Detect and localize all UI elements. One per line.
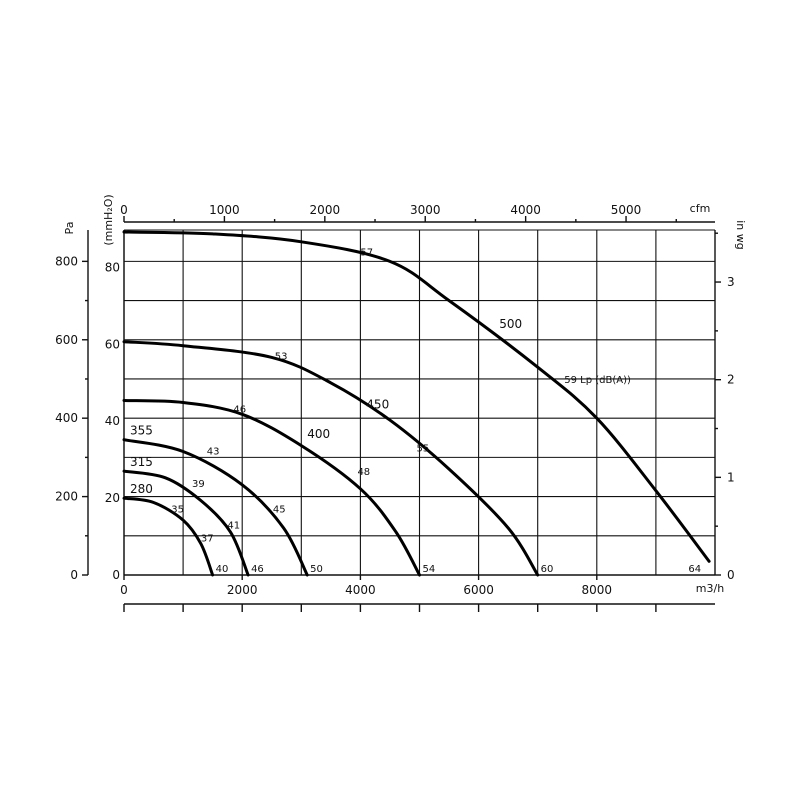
series-450-label: 450 [366, 397, 389, 411]
y-axis-mmh2o-tick-label: 60 [105, 337, 120, 351]
x-axis-m3h-label: m3/h [696, 582, 724, 595]
y-axis-inwg-label: in wg [734, 220, 747, 250]
x-top-axis-tick-label: 1000 [209, 203, 240, 217]
x-top-axis-tick-label: 5000 [611, 203, 642, 217]
y-axis-inwg-tick-label: 0 [727, 568, 735, 582]
y-axis-inwg-tick-label: 3 [727, 275, 735, 289]
x-top-axis-tick-label: 3000 [410, 203, 441, 217]
noise-label: 40 [216, 564, 229, 575]
noise-label: 54 [422, 564, 435, 575]
series-355-curve [122, 438, 309, 577]
noise-label: 50 [310, 564, 323, 575]
noise-label: 59 Lp (dB(A)) [564, 375, 631, 386]
series-315-label: 315 [130, 455, 153, 469]
noise-label: 39 [192, 479, 205, 490]
y-axis-mmh2o-tick-label: 80 [105, 260, 120, 274]
series-curves [122, 230, 711, 577]
noise-label: 46 [233, 404, 246, 415]
y-axis-pa-tick-label: 400 [55, 411, 78, 425]
series-500-label: 500 [499, 317, 522, 331]
curve-labels: 280 35 37 40 315 39 41 46 355 43 45 50 400 46 48 54 450 5… [130, 247, 701, 574]
noise-label: 35 [171, 504, 184, 515]
y-axis-inwg-tick-label: 2 [727, 373, 735, 387]
x-axis-tick-label: 8000 [582, 583, 613, 597]
x-top-axis-tick-label: 2000 [310, 203, 341, 217]
noise-label: 48 [357, 467, 370, 478]
x-top-axis-cfm-label: cfm [690, 202, 711, 215]
x-top-axis-tick-label: 0 [120, 203, 128, 217]
y-axis-pa-tick-label: 200 [55, 490, 78, 504]
series-315-curve [122, 469, 250, 577]
series-400-curve [122, 399, 421, 577]
y-axis-pa-label: Pa [63, 222, 76, 235]
noise-label: 43 [207, 447, 220, 458]
noise-label: 57 [360, 247, 373, 258]
series-400-label: 400 [307, 427, 330, 441]
grid [123, 229, 715, 576]
series-500-curve [122, 230, 711, 563]
noise-label: 60 [541, 564, 554, 575]
x-axis-tick-label: 4000 [345, 583, 376, 597]
noise-label: 46 [251, 564, 264, 575]
series-280-label: 280 [130, 482, 153, 496]
x-axis-tick-label: 2000 [227, 583, 258, 597]
y-axis-mmh2o-label: (mmH₂O) [102, 194, 115, 245]
y-axis-inwg-tick-label: 1 [727, 470, 735, 484]
x-axis-tick-label: 0 [120, 583, 128, 597]
y-axis-mmh2o-tick-label: 20 [105, 491, 120, 505]
noise-label: 41 [227, 521, 240, 532]
y-axis-mmh2o-tick-label: 40 [105, 414, 120, 428]
noise-label: 37 [201, 534, 214, 545]
noise-label: 64 [688, 564, 701, 575]
noise-label: 55 [417, 444, 430, 455]
y-axis-pa-tick-label: 0 [70, 568, 78, 582]
y-axis-pa-tick-label: 800 [55, 254, 78, 268]
noise-label: 53 [275, 351, 288, 362]
y-axis-mmh2o-tick-label: 0 [112, 568, 120, 582]
x-axis-tick-label: 6000 [463, 583, 494, 597]
noise-label: 45 [273, 504, 286, 515]
y-axis-pa-tick-label: 600 [55, 333, 78, 347]
series-450-curve [122, 340, 540, 577]
series-355-label: 355 [130, 424, 153, 438]
x-top-axis-tick-label: 4000 [510, 203, 541, 217]
series-280-curve [122, 496, 215, 577]
